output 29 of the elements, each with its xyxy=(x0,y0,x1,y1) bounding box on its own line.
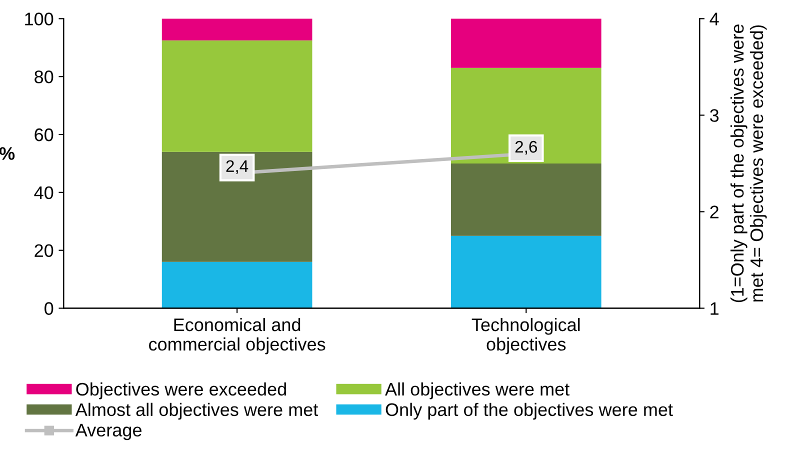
y2-tick-label: 3 xyxy=(710,109,719,122)
y2-tick-label: 4 xyxy=(710,12,719,26)
bar xyxy=(450,163,602,236)
bar xyxy=(450,68,602,164)
data-label: 2,4 xyxy=(226,160,248,174)
y-tick-label: 80 xyxy=(34,70,54,84)
y-tick-label: 60 xyxy=(34,128,54,142)
y-axis-title: % xyxy=(0,147,15,160)
bar xyxy=(162,40,312,152)
x-tick-label: Technological objectives xyxy=(472,318,580,354)
y-tick-label: 100 xyxy=(25,12,54,26)
bar xyxy=(450,236,602,308)
legend-label: Average xyxy=(75,424,142,440)
bar xyxy=(162,262,312,308)
y2-tick-label: 1 xyxy=(710,302,718,315)
data-label: 2,6 xyxy=(515,140,537,155)
y2-tick-label: 2 xyxy=(710,206,718,218)
legend-label: All objectives were met xyxy=(385,382,570,400)
legend-label: Only part of the objectives were met xyxy=(386,402,673,420)
legend-label: Almost all objectives were met xyxy=(75,402,318,420)
bar xyxy=(162,152,312,262)
x-tick-label: Economical and commercial objectives xyxy=(149,318,326,354)
y-tick-label: 0 xyxy=(44,302,54,315)
y-tick-label: 40 xyxy=(34,186,54,200)
legend-label: Objectives were exceeded xyxy=(76,382,286,400)
bar xyxy=(162,18,312,40)
y-tick-label: 20 xyxy=(34,244,54,258)
bar xyxy=(450,18,602,68)
y2-axis-title: (1=Only part of the objectives were met 4= Objectives were exceeded) xyxy=(730,24,767,302)
